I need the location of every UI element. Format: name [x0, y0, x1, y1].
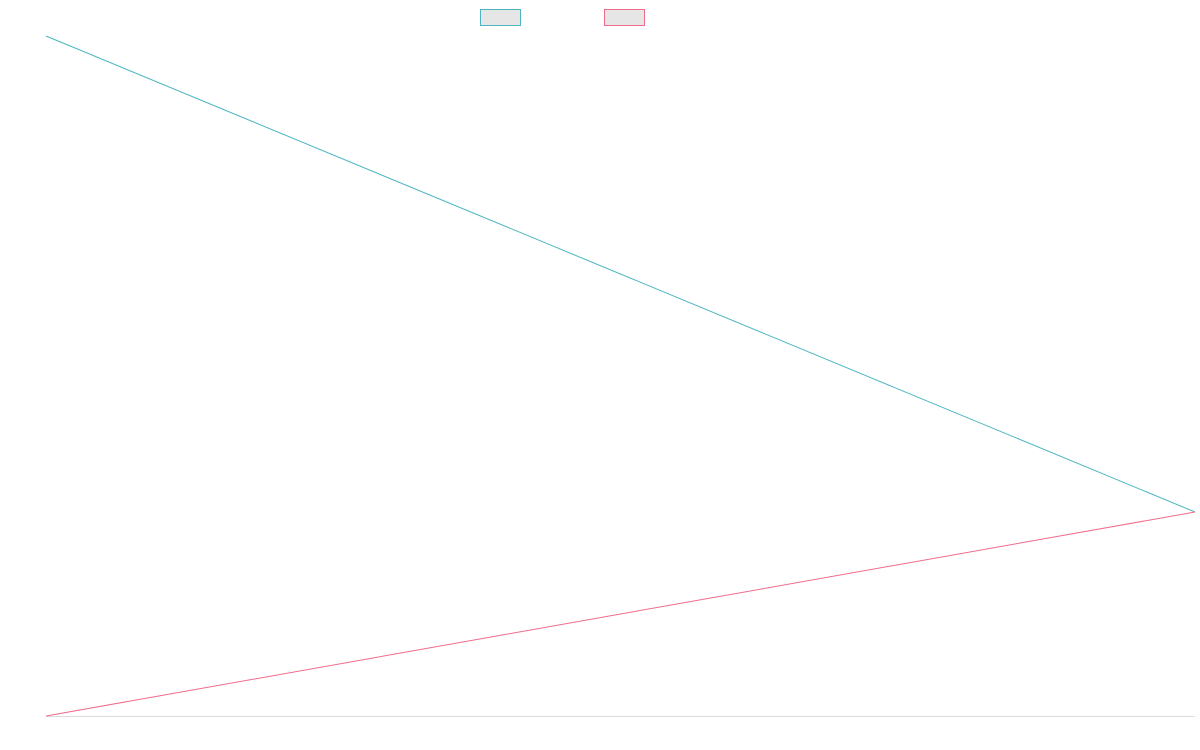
legend-swatch-series-1[interactable]	[480, 9, 521, 26]
legend-swatch-series-2[interactable]	[604, 9, 645, 26]
series-line-2	[45, 511, 1196, 717]
series-line-1	[45, 35, 1196, 513]
series-group	[45, 35, 1196, 717]
